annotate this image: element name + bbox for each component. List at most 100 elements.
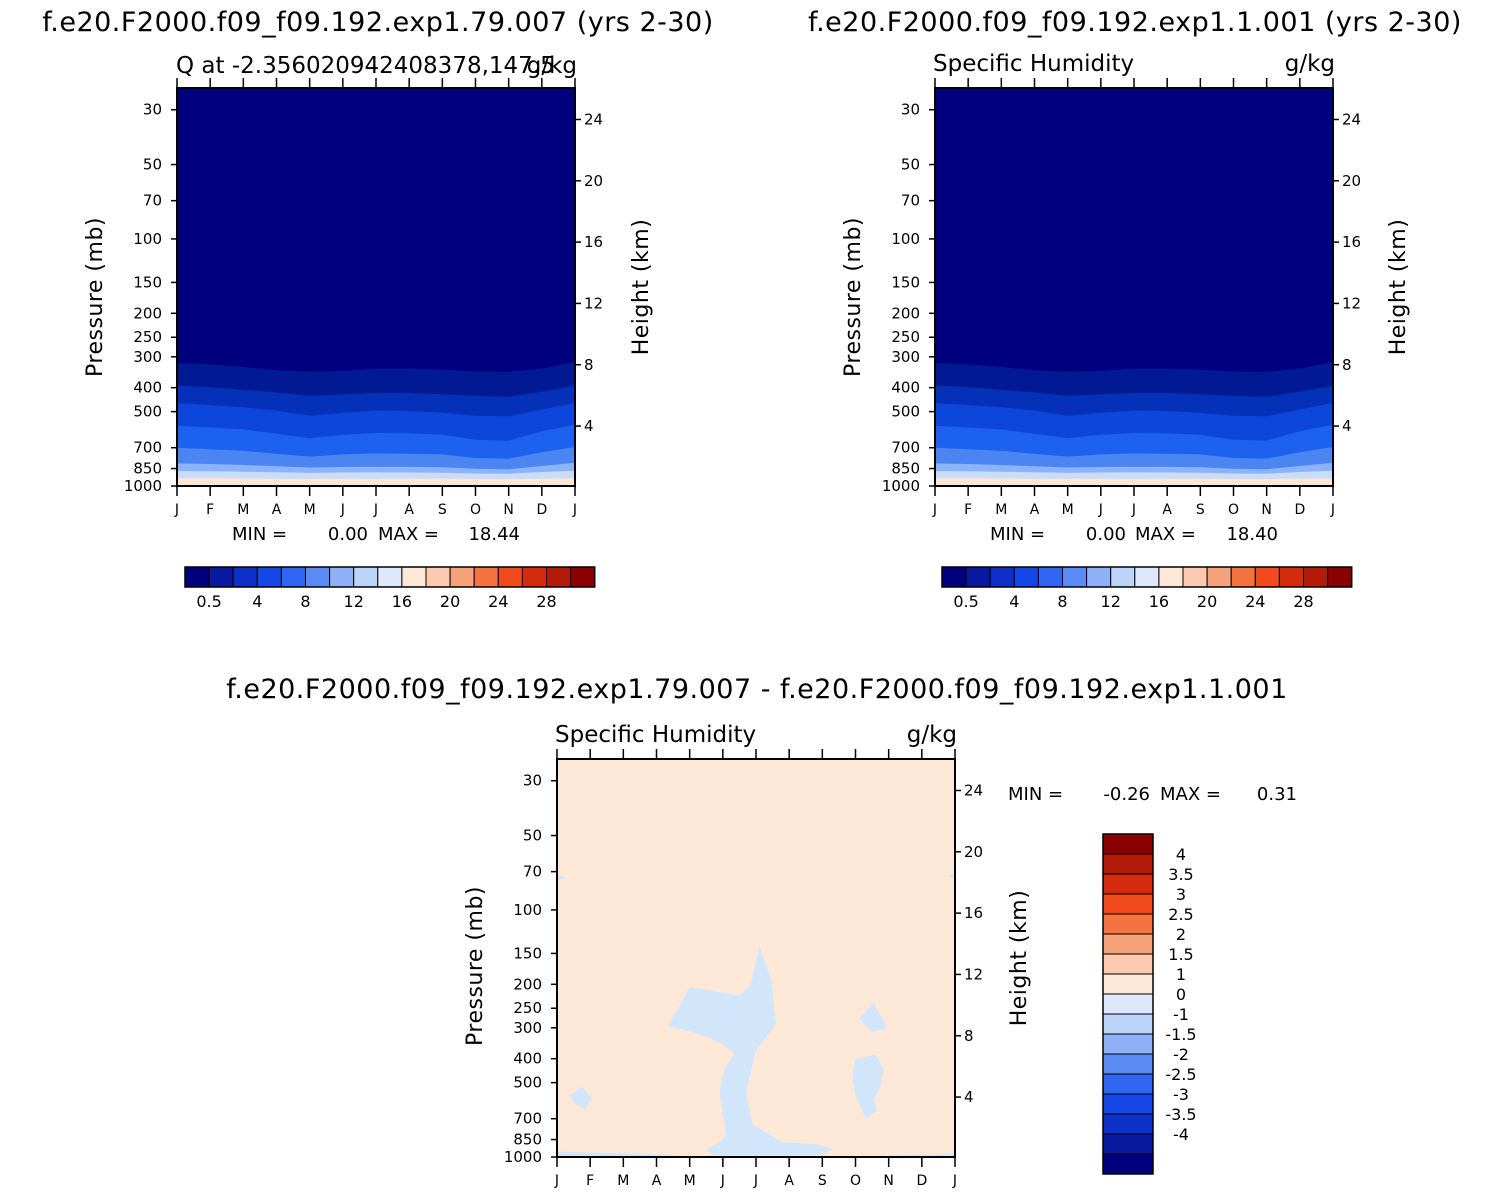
y-tick-label: 250 — [513, 999, 542, 1017]
colorbar-swatch — [1102, 993, 1154, 1015]
panel-2-min-label: MIN = — [990, 524, 1045, 545]
x-tick-label: A — [1030, 502, 1040, 518]
colorbar-label: 4 — [1176, 845, 1186, 864]
colorbar-swatch — [1086, 566, 1112, 588]
panel-1-min-value: 0.00 — [328, 524, 368, 545]
colorbar-swatch — [305, 566, 331, 588]
y-tick-label: 400 — [891, 379, 920, 397]
colorbar-swatch — [184, 566, 210, 588]
y-tick-label: 500 — [513, 1074, 542, 1092]
y2-tick-label: 16 — [1342, 233, 1361, 251]
colorbar-swatch — [1303, 566, 1329, 588]
x-tick-label: M — [617, 1173, 629, 1189]
y-tick-label: 300 — [891, 348, 920, 366]
panel-2: f.e20.F2000.f09_f09.192.exp1.1.001 (yrs … — [808, 7, 1461, 611]
panel-3-ylabel: Pressure (mb) — [463, 886, 488, 1046]
x-tick-label: A — [404, 502, 414, 518]
colorbar-swatch — [1102, 893, 1154, 915]
negative-contour-region — [557, 874, 567, 881]
colorbar-swatch — [1102, 933, 1154, 955]
x-tick-label: M — [304, 502, 316, 518]
colorbar-swatch — [1102, 953, 1154, 975]
colorbar-swatch — [965, 566, 991, 588]
x-tick-label: S — [1196, 502, 1205, 518]
colorbar-label: 28 — [1293, 592, 1313, 611]
colorbar-swatch — [1102, 1153, 1154, 1175]
x-tick-label: J — [1098, 502, 1103, 518]
colorbar-swatch — [1230, 566, 1256, 588]
y-tick-label: 70 — [523, 863, 542, 881]
x-tick-label: J — [932, 502, 937, 518]
colorbar-label: -2 — [1173, 1045, 1189, 1064]
x-tick-label: S — [438, 502, 447, 518]
x-tick-label: J — [1131, 502, 1136, 518]
colorbar-label: 16 — [392, 592, 412, 611]
colorbar-swatch — [449, 566, 475, 588]
y-tick-label: 30 — [143, 101, 162, 119]
panel-3: f.e20.F2000.f09_f09.192.exp1.79.007 - f.… — [226, 674, 1297, 1189]
colorbar-swatch — [521, 566, 548, 588]
panel-1-subtitle-right: g/kg — [527, 53, 577, 79]
panel-1-colorbar: 0.5 4 8 12 16 20 24 28 — [184, 566, 596, 611]
colorbar-swatch — [1134, 566, 1160, 588]
colorbar-label: -3.5 — [1165, 1105, 1196, 1124]
x-tick-label: J — [340, 502, 345, 518]
y-tick-label: 200 — [891, 304, 920, 322]
colorbar-swatch — [377, 566, 403, 588]
y-tick-label: 850 — [891, 460, 920, 478]
panel-1-max-label: MAX = — [378, 524, 439, 545]
y2-tick-label: 4 — [964, 1088, 974, 1106]
panel-3-max-value: 0.31 — [1257, 784, 1297, 805]
y2-tick-label: 20 — [1342, 172, 1361, 190]
y2-tick-label: 12 — [964, 965, 983, 983]
colorbar-swatch — [1158, 566, 1184, 588]
y2-tick-label: 4 — [1342, 417, 1352, 435]
y-tick-label: 400 — [513, 1050, 542, 1068]
y2-tick-label: 8 — [584, 356, 594, 374]
colorbar-label: 4 — [252, 592, 262, 611]
y-tick-label: 50 — [523, 827, 542, 845]
y-tick-label: 850 — [513, 1131, 542, 1149]
colorbar-frame — [184, 566, 596, 588]
colorbar-label: 28 — [536, 592, 556, 611]
y2-tick-label: 16 — [584, 233, 603, 251]
y-tick-label: 150 — [891, 273, 920, 291]
colorbar-label: -3 — [1173, 1085, 1189, 1104]
colorbar-label: 4 — [1009, 592, 1019, 611]
x-tick-label: M — [684, 1173, 696, 1189]
panel-2-subtitle-right: g/kg — [1285, 51, 1335, 77]
y-tick-label: 1000 — [504, 1148, 542, 1166]
panel-2-subtitle-left: Specific Humidity — [933, 51, 1134, 77]
colorbar-swatch — [1102, 1093, 1154, 1115]
x-tick-label: D — [916, 1173, 927, 1189]
y-tick-label: 300 — [133, 348, 162, 366]
colorbar-swatch — [280, 566, 306, 588]
colorbar-label: 20 — [1197, 592, 1217, 611]
x-tick-label: A — [272, 502, 282, 518]
y-tick-label: 70 — [143, 192, 162, 210]
panel-3-colorbar: 43.532.521.510-1-1.5-2-2.5-3-3.5-4 — [1102, 833, 1197, 1175]
negative-contour-region — [948, 873, 955, 880]
x-tick-label: N — [883, 1173, 893, 1189]
y-tick-label: 70 — [901, 192, 920, 210]
y-tick-label: 500 — [133, 403, 162, 421]
colorbar-swatch — [1254, 566, 1280, 588]
colorbar-label: 0.5 — [196, 592, 221, 611]
colorbar-swatch — [256, 566, 282, 588]
colorbar-swatch — [1206, 566, 1232, 588]
colorbar-label: 8 — [300, 592, 310, 611]
y2-tick-label: 20 — [584, 172, 603, 190]
negative-contour-region — [668, 946, 834, 1156]
y-tick-label: 30 — [523, 772, 542, 790]
x-tick-label: O — [1228, 502, 1239, 518]
colorbar-swatch — [570, 566, 596, 588]
y-tick-label: 300 — [513, 1019, 542, 1037]
colorbar-label: 2 — [1176, 925, 1186, 944]
colorbar-label: -2.5 — [1165, 1065, 1196, 1084]
y2-tick-label: 16 — [964, 904, 983, 922]
contour-fill-band — [557, 759, 955, 1157]
x-tick-label: O — [470, 502, 481, 518]
x-tick-label: D — [1294, 502, 1305, 518]
